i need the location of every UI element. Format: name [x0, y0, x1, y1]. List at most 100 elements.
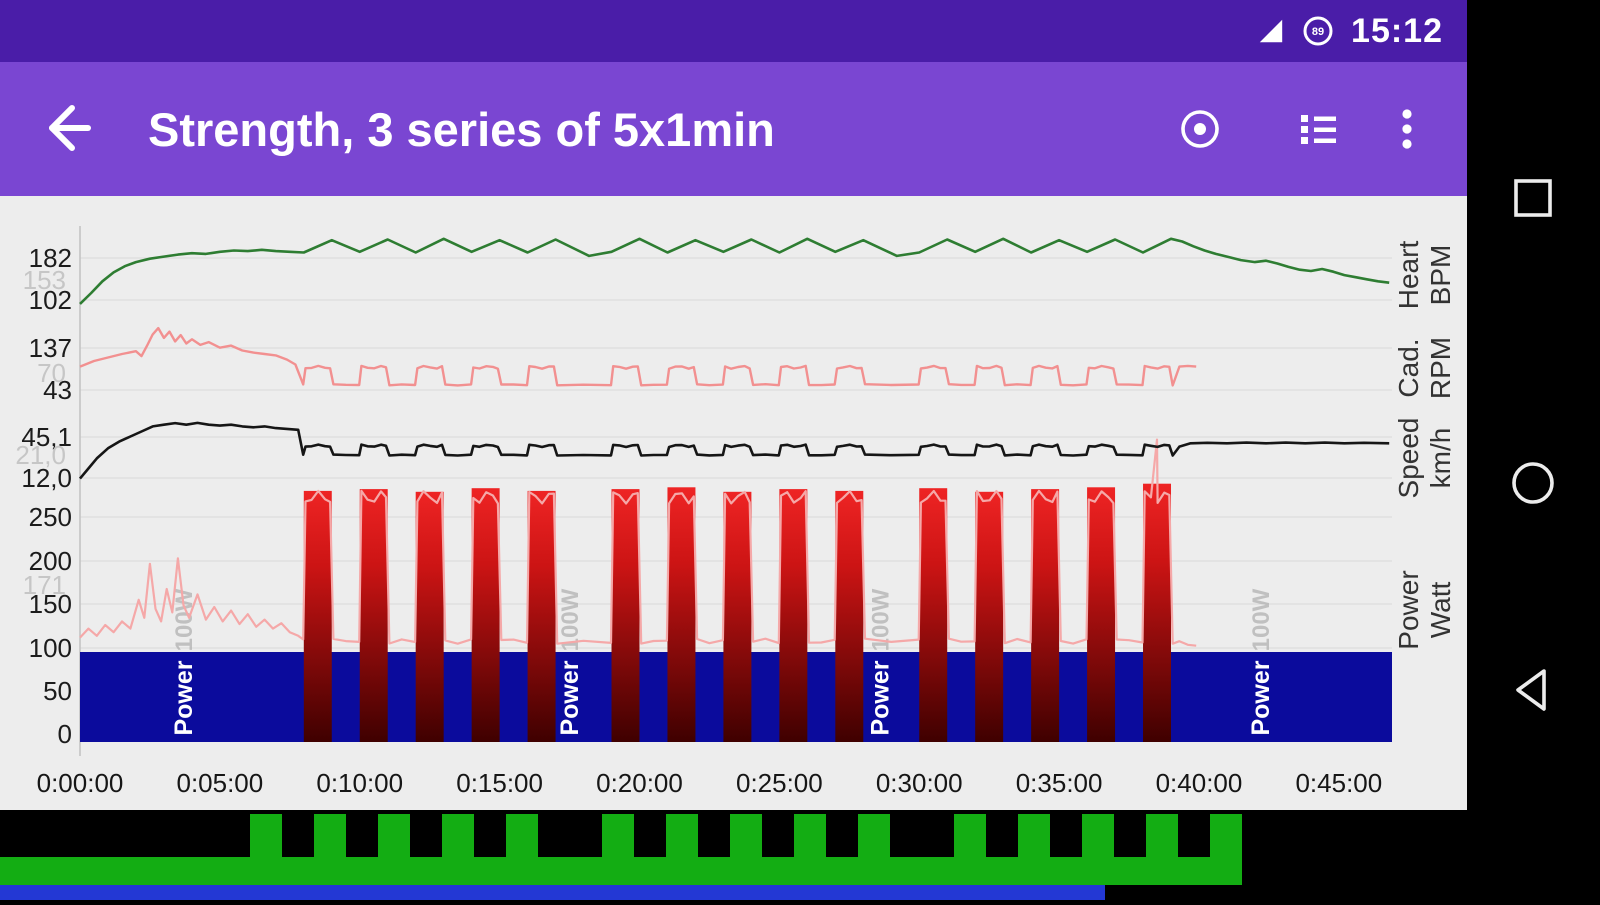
target-title-label: Power: [1247, 660, 1275, 735]
strip-interval-bar: [378, 814, 410, 857]
power-axis-unit: Watt: [1425, 582, 1456, 639]
interval-overview-canvas: [0, 810, 1467, 900]
power-axis-label: 200: [29, 546, 72, 576]
power-line: [79, 438, 1197, 647]
target-value-label: 100W: [171, 588, 198, 651]
app-bar: Strength, 3 series of 5x1min: [0, 62, 1467, 196]
page-title: Strength, 3 series of 5x1min: [148, 102, 775, 156]
strip-interval-bar: [1018, 814, 1050, 857]
heart-axis-label: 102: [29, 285, 72, 315]
power-axis-label: 100: [29, 633, 72, 663]
interval-overview-strip: [0, 810, 1467, 900]
x-tick-label: 0:30:00: [876, 768, 963, 798]
power-bar: [835, 490, 864, 742]
x-tick-label: 0:15:00: [456, 768, 543, 798]
strip-interval-bar: [1082, 814, 1114, 857]
speed-axis-unit: km/h: [1425, 428, 1456, 489]
heart-axis-unit: BPM: [1425, 245, 1456, 306]
back-triangle-icon: [1516, 669, 1546, 711]
cadence-axis-label: 43: [43, 375, 72, 405]
power-axis-label: 50: [43, 676, 72, 706]
recents-square-icon: [1514, 179, 1552, 217]
strip-interval-bar: [442, 814, 474, 857]
overflow-dots-icon: [1402, 109, 1412, 149]
list-icon: [1301, 115, 1336, 144]
speed-axis-title: Speed: [1393, 418, 1424, 499]
target-title-label: Power: [170, 660, 198, 735]
power-avg-label: 171: [23, 570, 66, 600]
strip-interval-bar: [250, 814, 282, 857]
recents-button[interactable]: [1503, 168, 1563, 228]
x-tick-label: 0:00:00: [37, 768, 124, 798]
power-bar: [919, 488, 948, 742]
strip-base-band: [0, 857, 1242, 885]
x-tick-label: 0:10:00: [316, 768, 403, 798]
battery-icon: 89: [1303, 16, 1333, 46]
power-bar: [975, 491, 1004, 742]
x-tick-label: 0:45:00: [1295, 768, 1382, 798]
power-bar: [527, 490, 556, 742]
x-tick-label: 0:05:00: [176, 768, 263, 798]
power-interval-bars: [303, 483, 1172, 742]
strip-interval-bar: [954, 814, 986, 857]
strip-interval-bar: [314, 814, 346, 857]
chart-area[interactable]: 100W Power 100W Power 100W Power 100W Power 182 1…: [0, 196, 1467, 810]
back-nav-button[interactable]: [1503, 660, 1563, 720]
overflow-menu-button[interactable]: [1362, 84, 1452, 174]
power-bar: [1031, 489, 1060, 742]
signal-icon: [1259, 19, 1283, 43]
android-nav-bar: [1467, 0, 1600, 900]
x-axis-labels: 0:00:00 0:05:00 0:10:00 0:15:00 0:20:00 0:25:…: [37, 768, 1383, 798]
list-button[interactable]: [1273, 84, 1363, 174]
record-button[interactable]: [1155, 84, 1245, 174]
cadence-avg-label: 70: [37, 358, 66, 388]
cadence-axis-unit: RPM: [1425, 337, 1456, 399]
strip-interval-bar: [1146, 814, 1178, 857]
x-tick-label: 0:20:00: [596, 768, 683, 798]
power-axis-label: 150: [29, 589, 72, 619]
target-value-label: 100W: [1248, 588, 1275, 651]
chart-canvas[interactable]: 100WPower100WPower100WPower100WPower1821…: [0, 196, 1467, 810]
power-axis-label: 250: [29, 502, 72, 532]
speed-axis-label: 45,1: [21, 422, 72, 452]
heart-line: [79, 237, 1390, 305]
battery-percent: 89: [1312, 26, 1324, 38]
home-button[interactable]: [1503, 453, 1563, 513]
strip-interval-bar: [730, 814, 762, 857]
target-title-label: Power: [866, 660, 894, 735]
strip-interval-bar: [666, 814, 698, 857]
strip-interval-bar: [794, 814, 826, 857]
clock: 15:12: [1351, 11, 1443, 50]
cadence-axis-label: 137: [29, 333, 72, 363]
power-bar: [359, 489, 388, 742]
power-bar: [471, 488, 500, 742]
speed-avg-label: 21,0: [15, 440, 66, 470]
speed-line: [79, 421, 1390, 480]
x-tick-label: 0:40:00: [1156, 768, 1243, 798]
status-bar: 89 15:12: [0, 0, 1467, 62]
power-bar: [611, 489, 640, 742]
x-tick-label: 0:35:00: [1016, 768, 1103, 798]
strip-interval-bar: [858, 814, 890, 857]
power-bar: [779, 489, 808, 742]
strip-progress-band: [0, 885, 1105, 900]
power-bar: [415, 491, 444, 742]
back-arrow-icon: [49, 104, 91, 151]
power-axis-title: Power: [1393, 570, 1424, 649]
power-bar: [1143, 483, 1172, 742]
power-bar: [723, 491, 752, 742]
back-button[interactable]: [28, 95, 108, 163]
power-bar: [1087, 487, 1116, 742]
heart-axis-label: 182: [29, 243, 72, 273]
power-bar: [303, 490, 332, 742]
heart-avg-label: 153: [23, 265, 66, 295]
strip-interval-bar: [506, 814, 538, 857]
cadence-axis-title: Cad.: [1393, 338, 1424, 397]
speed-axis-label: 12,0: [21, 463, 72, 493]
strip-interval-bar: [1210, 814, 1242, 857]
power-bar: [667, 487, 696, 742]
x-tick-label: 0:25:00: [736, 768, 823, 798]
